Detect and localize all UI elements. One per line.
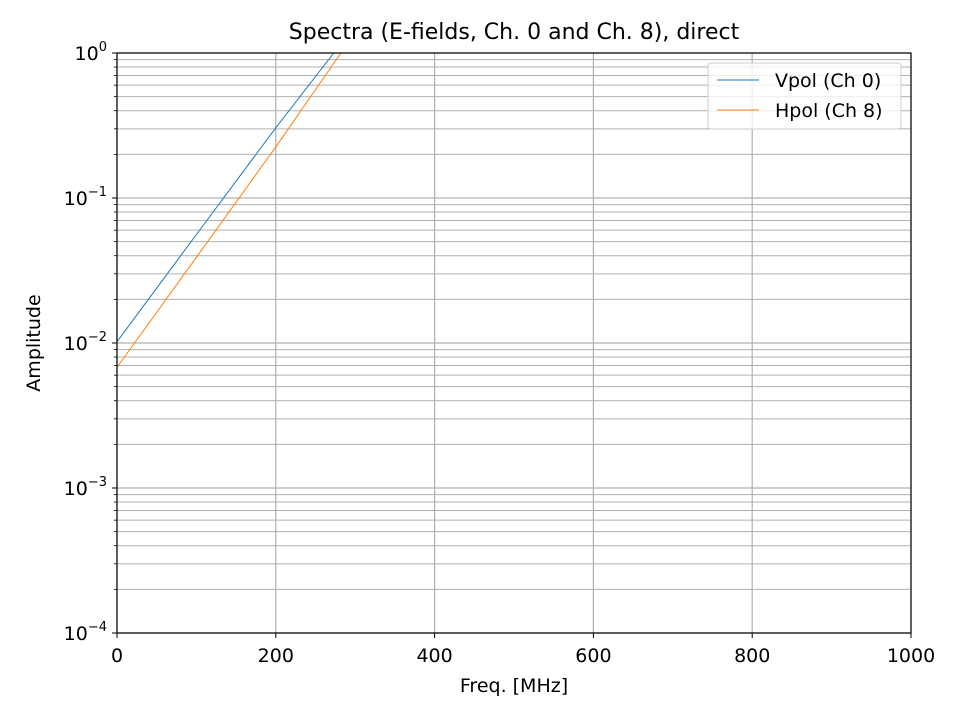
series-line-1 (117, 53, 342, 368)
axis-ticks (112, 52, 912, 638)
legend-label-hpol: Hpol (Ch 8) (775, 100, 883, 122)
x-tick-label: 1000 (887, 645, 935, 667)
y-tick-labels: 100 10−1 10−2 10−3 10−4 (64, 40, 107, 645)
x-tick-label: 600 (575, 645, 611, 667)
legend: Vpol (Ch 0) Hpol (Ch 8) (707, 62, 902, 130)
series-line-0 (117, 53, 335, 343)
x-tick-label: 800 (734, 645, 770, 667)
y-tick-label: 100 (75, 40, 107, 65)
y-tick-label: 10−3 (64, 475, 107, 500)
x-tick-labels: 0 200 400 600 800 1000 (111, 645, 935, 667)
x-tick-label: 200 (258, 645, 294, 667)
x-axis-label: Freq. [MHz] (460, 675, 568, 697)
chart-title: Spectra (E-fields, Ch. 0 and Ch. 8), dir… (289, 20, 740, 45)
x-tick-label: 0 (111, 645, 123, 667)
y-tick-label: 10−1 (64, 185, 107, 210)
series-lines (117, 53, 342, 368)
legend-label-vpol: Vpol (Ch 0) (775, 70, 881, 92)
x-tick-label: 400 (416, 645, 452, 667)
y-tick-label: 10−4 (64, 620, 107, 645)
y-tick-label: 10−2 (64, 330, 107, 355)
y-axis-label: Amplitude (23, 294, 45, 391)
